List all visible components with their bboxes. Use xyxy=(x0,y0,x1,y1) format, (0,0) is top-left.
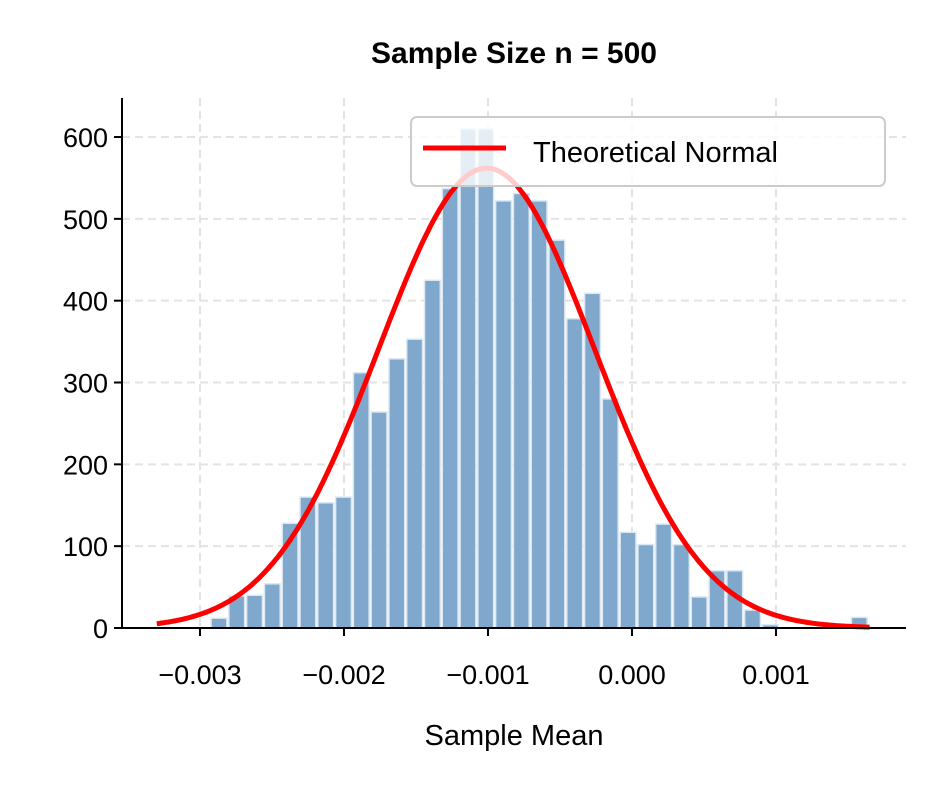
histogram-bar xyxy=(601,398,619,629)
y-tick-label: 400 xyxy=(63,287,108,317)
x-ticks: −0.003 −0.002 −0.001 0.000 0.001 xyxy=(158,628,810,690)
histogram-bar xyxy=(494,200,513,629)
x-tick-label: −0.002 xyxy=(302,660,385,690)
histogram-bar xyxy=(637,543,655,629)
histogram-bar xyxy=(210,617,228,629)
histogram-bar xyxy=(566,317,584,629)
y-tick-label: 500 xyxy=(63,205,108,235)
histogram-bar xyxy=(388,358,406,629)
x-tick-label: 0.001 xyxy=(742,660,810,690)
chart-title: Sample Size n = 500 xyxy=(371,37,657,70)
histogram-bar xyxy=(423,279,442,629)
histogram-bar xyxy=(690,596,708,629)
histogram-bar xyxy=(459,128,477,629)
histogram-bar xyxy=(441,187,459,629)
histogram-bar xyxy=(548,239,566,629)
x-tick-label: −0.001 xyxy=(446,660,529,690)
histogram-bar xyxy=(743,609,762,629)
legend: Theoretical Normal xyxy=(410,116,886,187)
histogram-bar xyxy=(512,192,530,629)
y-tick-label: 200 xyxy=(63,450,108,480)
legend-box xyxy=(410,116,886,187)
histogram-bar xyxy=(263,583,281,629)
histogram-bars xyxy=(210,128,868,629)
y-tick-label: 600 xyxy=(63,123,108,153)
histogram-bar xyxy=(370,411,388,629)
y-tick-label: 300 xyxy=(63,369,108,399)
y-tick-label: 100 xyxy=(63,532,108,562)
y-tick-label: 0 xyxy=(93,614,108,644)
y-ticks: 0 100 200 300 400 500 600 xyxy=(63,123,122,644)
histogram-bar xyxy=(245,594,264,629)
histogram-bar xyxy=(654,523,673,629)
histogram-bar xyxy=(477,128,495,629)
histogram-bar xyxy=(405,338,424,629)
histogram-bar xyxy=(530,200,548,629)
histogram-bar xyxy=(619,531,637,629)
x-tick-label: −0.003 xyxy=(158,660,241,690)
legend-label-theoretical-normal: Theoretical Normal xyxy=(533,137,778,169)
histogram-bar xyxy=(672,543,691,629)
x-tick-label: 0.000 xyxy=(598,660,666,690)
x-axis-label: Sample Mean xyxy=(425,720,604,752)
histogram-bar xyxy=(334,496,353,629)
histogram-bar xyxy=(317,502,335,629)
